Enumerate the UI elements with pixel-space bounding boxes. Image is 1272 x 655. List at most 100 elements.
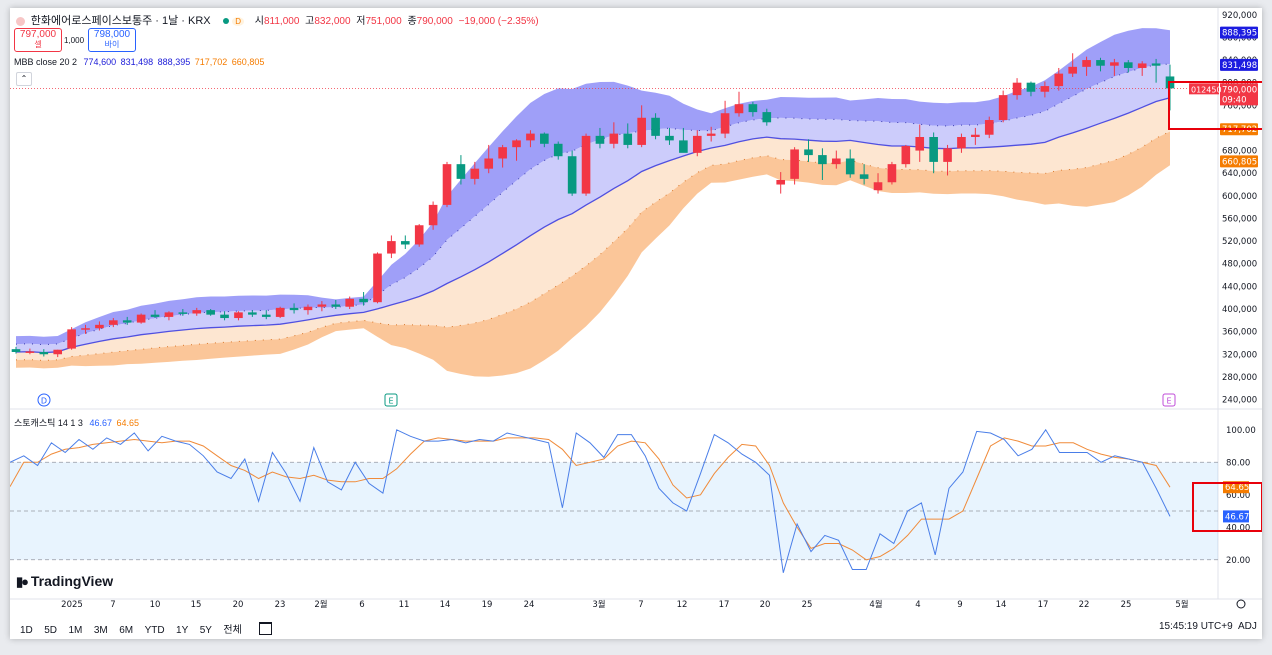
timeframe-6m[interactable]: 6M <box>119 625 134 636</box>
lower-band-fill <box>16 131 1170 377</box>
candle <box>373 252 382 304</box>
candle <box>512 139 521 161</box>
chevron-up-icon: ⌃ <box>20 74 28 83</box>
timeframe-1m[interactable]: 1M <box>68 625 83 636</box>
candle <box>901 144 911 168</box>
price-tag-text: 717,702 <box>1222 125 1257 135</box>
price-axis: 920,000880,000840,000800,000760,000720,0… <box>61 11 1258 610</box>
candle <box>818 148 827 180</box>
date-range-calendar-icon[interactable] <box>259 622 273 636</box>
candle-body <box>734 104 744 114</box>
candle-body <box>456 164 466 179</box>
candle-body <box>164 312 174 317</box>
clock[interactable]: 15:45:19 UTC+9 <box>1159 621 1233 632</box>
candle <box>720 100 730 139</box>
candle <box>470 161 480 185</box>
mbb-value-basis: 774,600 <box>83 57 117 67</box>
stoch-d-line <box>10 437 1171 561</box>
candle <box>498 144 507 168</box>
candle-body <box>971 134 980 137</box>
candle-body <box>289 307 299 311</box>
price-tick-label: 760,000 <box>1222 101 1257 111</box>
candle <box>164 311 174 321</box>
price-tag-bg <box>1220 58 1258 71</box>
candle-body <box>345 298 354 307</box>
stoch-name: 스토캐스틱 14 1 3 <box>14 418 83 428</box>
adj-toggle[interactable]: ADJ <box>1238 621 1257 632</box>
candle <box>832 150 841 169</box>
candle-body <box>359 298 368 303</box>
stoch-tick-label: 60.00 <box>1226 491 1250 501</box>
candle-body <box>692 135 702 153</box>
candle <box>984 116 994 139</box>
candle <box>331 299 341 309</box>
candle <box>887 161 897 185</box>
time-tick-label: 25 <box>802 600 813 610</box>
stoch-legend[interactable]: 스토캐스틱 14 1 3 46.67 64.65 <box>14 416 139 429</box>
candle-body <box>512 140 521 148</box>
candle <box>679 127 688 153</box>
candle-body <box>1123 62 1133 68</box>
last-price-text: 790,000 <box>1222 85 1257 95</box>
buy-button[interactable]: 798,000 바이 <box>88 28 136 52</box>
candle <box>67 327 76 350</box>
candle <box>1040 81 1050 98</box>
price-tick-label: 920,000 <box>1222 11 1257 21</box>
candle <box>581 133 591 196</box>
candle-body <box>984 120 994 135</box>
timeframe-5d[interactable]: 5D <box>44 625 58 636</box>
chart-window: DEE 920,000880,000840,000800,000760,0007… <box>10 8 1262 639</box>
candle-body <box>484 158 494 169</box>
candle <box>1012 78 1022 100</box>
candle-body <box>220 314 229 319</box>
tradingview-logo[interactable]: ▮● TradingView <box>16 573 113 590</box>
candle <box>220 311 229 321</box>
time-tick-label: 24 <box>524 600 535 610</box>
price-tick-label: 400,000 <box>1222 305 1257 315</box>
stoch-tick-label: 100.00 <box>1226 426 1256 436</box>
candle-body <box>1096 60 1105 66</box>
price-tick-label: 320,000 <box>1222 350 1257 360</box>
countdown-text: 09:40 <box>1222 95 1247 105</box>
candle-body <box>1040 86 1050 92</box>
upper-band-fill <box>16 28 1170 345</box>
event-marker-bg <box>384 393 398 407</box>
buy-price: 798,000 <box>93 29 131 40</box>
candle-body <box>122 320 132 323</box>
timeframe-ytd[interactable]: YTD <box>144 625 165 636</box>
symbol-title[interactable]: 한화에어로스페이스보통주 · 1날 · KRX <box>30 15 211 27</box>
timeframe-1d[interactable]: 1D <box>20 625 33 636</box>
chart-canvas[interactable]: DEE 920,000880,000840,000800,000760,0007… <box>10 8 1262 639</box>
candle <box>692 130 702 157</box>
candle <box>776 172 786 194</box>
mbb-legend[interactable]: MBB close 20 2 774,600 831,498 888,395 7… <box>14 57 264 67</box>
stoch-tag-k: 46.67 <box>1223 510 1249 523</box>
timeframe-5y[interactable]: 5Y <box>199 625 212 636</box>
price-tick-label: 560,000 <box>1222 214 1257 224</box>
candle-body <box>665 135 674 141</box>
candle <box>734 91 744 117</box>
timeframe-3m[interactable]: 3M <box>93 625 108 636</box>
candle-body <box>818 155 827 165</box>
candle <box>345 296 354 309</box>
candle-body <box>929 136 938 162</box>
timeframe-1y[interactable]: 1Y <box>176 625 189 636</box>
candle <box>540 132 549 148</box>
stoch-tag-bg <box>1223 481 1249 494</box>
candle <box>206 308 215 316</box>
mbb-value-upper: 888,395 <box>157 57 191 67</box>
stoch-tick-label: 20.00 <box>1226 556 1250 566</box>
stoch-tag-text: 64.65 <box>1225 483 1249 493</box>
timeframe-all[interactable]: 전체 <box>223 625 242 636</box>
collapse-legend-button[interactable]: ⌃ <box>16 72 32 86</box>
market-status-icon <box>223 18 230 25</box>
price-tag-text: 888,395 <box>1222 29 1257 39</box>
sell-button[interactable]: 797,000 셀 <box>14 28 62 52</box>
axis-settings-gear-icon[interactable] <box>1236 599 1246 609</box>
candle <box>748 101 758 117</box>
candle-body <box>39 351 49 355</box>
candle <box>1068 53 1077 78</box>
ohlc-close: 790,000 <box>416 16 453 27</box>
symbol-code-text: 012450 <box>1191 85 1222 94</box>
time-tick-label: 15 <box>191 600 202 610</box>
